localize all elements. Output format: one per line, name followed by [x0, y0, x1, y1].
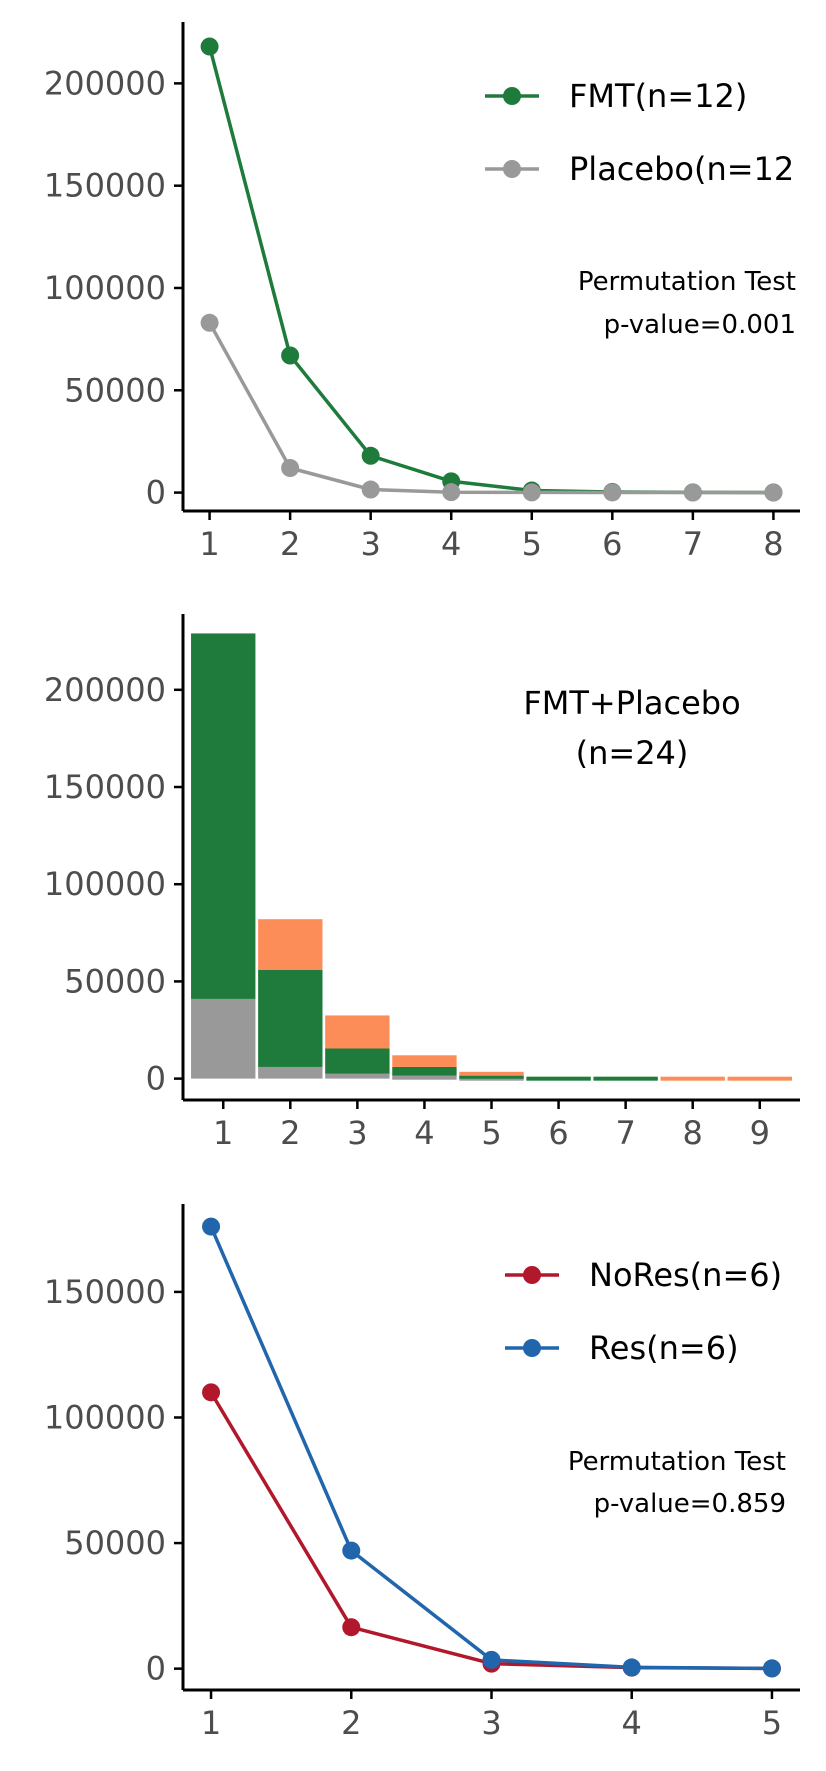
x-tick-label: 2 [280, 1114, 300, 1152]
y-tick-label: 150000 [44, 167, 166, 205]
data-point [482, 1650, 501, 1669]
annotation-text: Permutation Test [578, 267, 796, 297]
x-tick-label: 9 [750, 1114, 770, 1152]
bar-segment [392, 1075, 457, 1080]
legend-label: Placebo(n=12 [569, 150, 794, 188]
data-point [202, 1383, 221, 1402]
x-tick-label: 7 [615, 1114, 635, 1152]
annotation-text: Permutation Test [568, 1447, 786, 1477]
x-tick-label: 6 [602, 525, 622, 563]
legend-label: Res(n=6) [589, 1329, 739, 1367]
y-tick-label: 200000 [44, 671, 166, 709]
bar-segment [392, 1055, 457, 1067]
annotation-text: FMT+Placebo [523, 684, 740, 722]
data-point [361, 480, 380, 499]
x-tick-label: 4 [414, 1114, 434, 1152]
data-point [202, 1217, 221, 1236]
x-tick-label: 8 [683, 1114, 703, 1152]
data-point [200, 37, 219, 56]
bar-segment [325, 1015, 390, 1049]
legend-label: FMT(n=12) [569, 77, 747, 115]
y-tick-label: 200000 [44, 64, 166, 102]
data-point [281, 346, 300, 365]
data-point [361, 446, 380, 465]
bar-segment [191, 633, 256, 999]
bar-segment [325, 1048, 390, 1074]
annotation-text: p-value=0.859 [594, 1489, 786, 1519]
x-tick-label: 7 [683, 525, 703, 563]
legend-key-point [523, 1266, 541, 1284]
data-point [442, 483, 461, 502]
x-tick-label: 2 [280, 525, 300, 563]
bar-segment [191, 998, 256, 1079]
legend-key-point [503, 87, 521, 105]
series-line [208, 321, 774, 495]
bar-segment [258, 1066, 323, 1079]
y-tick-label: 50000 [64, 371, 166, 409]
data-point [603, 483, 622, 502]
y-tick-label: 100000 [44, 865, 166, 903]
x-tick-label: 1 [199, 525, 219, 563]
bar-segment [459, 1071, 524, 1076]
bar-segment [258, 919, 323, 970]
y-tick-label: 50000 [64, 962, 166, 1000]
legend-label: NoRes(n=6) [589, 1256, 782, 1294]
bar-segment [660, 1076, 725, 1081]
bar-segment [526, 1076, 591, 1081]
data-point [522, 483, 541, 502]
x-tick-label: 2 [341, 1704, 361, 1742]
y-tick-label: 150000 [44, 1273, 166, 1311]
legend-key-point [503, 160, 521, 178]
x-tick-label: 1 [213, 1114, 233, 1152]
legend-key-point [523, 1339, 541, 1357]
annotation-text: p-value=0.001 [604, 310, 796, 340]
bar-segment [727, 1076, 792, 1081]
y-tick-label: 150000 [44, 768, 166, 806]
annotation-text: (n=24) [576, 734, 689, 772]
line-chart-panel-1: 0 50000 100000 150000 200000 1 2 3 4 5 6 7 8 FMT(n=12… [44, 22, 800, 563]
x-tick-label: 1 [201, 1704, 221, 1742]
data-point [281, 459, 300, 478]
bar-segment [392, 1066, 457, 1076]
x-tick-label: 5 [481, 1114, 501, 1152]
data-point [764, 483, 783, 502]
y-tick-label: 0 [146, 1650, 166, 1688]
bar-segment [593, 1076, 658, 1081]
x-tick-label: 3 [360, 525, 380, 563]
bar-segment [459, 1074, 524, 1079]
data-point [762, 1659, 781, 1678]
x-tick-label: 4 [622, 1704, 642, 1742]
data-point [342, 1618, 361, 1637]
x-tick-label: 6 [548, 1114, 568, 1152]
y-tick-label: 100000 [44, 269, 166, 307]
y-tick-label: 0 [146, 474, 166, 512]
x-tick-label: 5 [522, 525, 542, 563]
x-tick-label: 8 [763, 525, 783, 563]
series-line [209, 1391, 773, 1671]
bar-segment [258, 969, 323, 1067]
x-tick-label: 3 [481, 1704, 501, 1742]
bar-segment [325, 1073, 390, 1079]
line-chart-panel-3: 0 50000 100000 150000 1 2 3 4 5 NoRes(n=6) Res(n=6… [44, 1204, 800, 1742]
data-point [683, 483, 702, 502]
y-tick-label: 50000 [64, 1524, 166, 1562]
x-tick-label: 4 [441, 525, 461, 563]
data-point [342, 1541, 361, 1560]
y-tick-label: 100000 [44, 1398, 166, 1436]
bar-chart-panel-2: 0 50000 100000 150000 200000 1 2 3 4 5 6 7 8 9 FMT+Pla… [44, 614, 800, 1152]
data-point [622, 1658, 641, 1677]
y-tick-label: 0 [146, 1060, 166, 1098]
x-tick-label: 5 [762, 1704, 782, 1742]
data-point [200, 313, 219, 332]
x-tick-label: 3 [347, 1114, 367, 1152]
